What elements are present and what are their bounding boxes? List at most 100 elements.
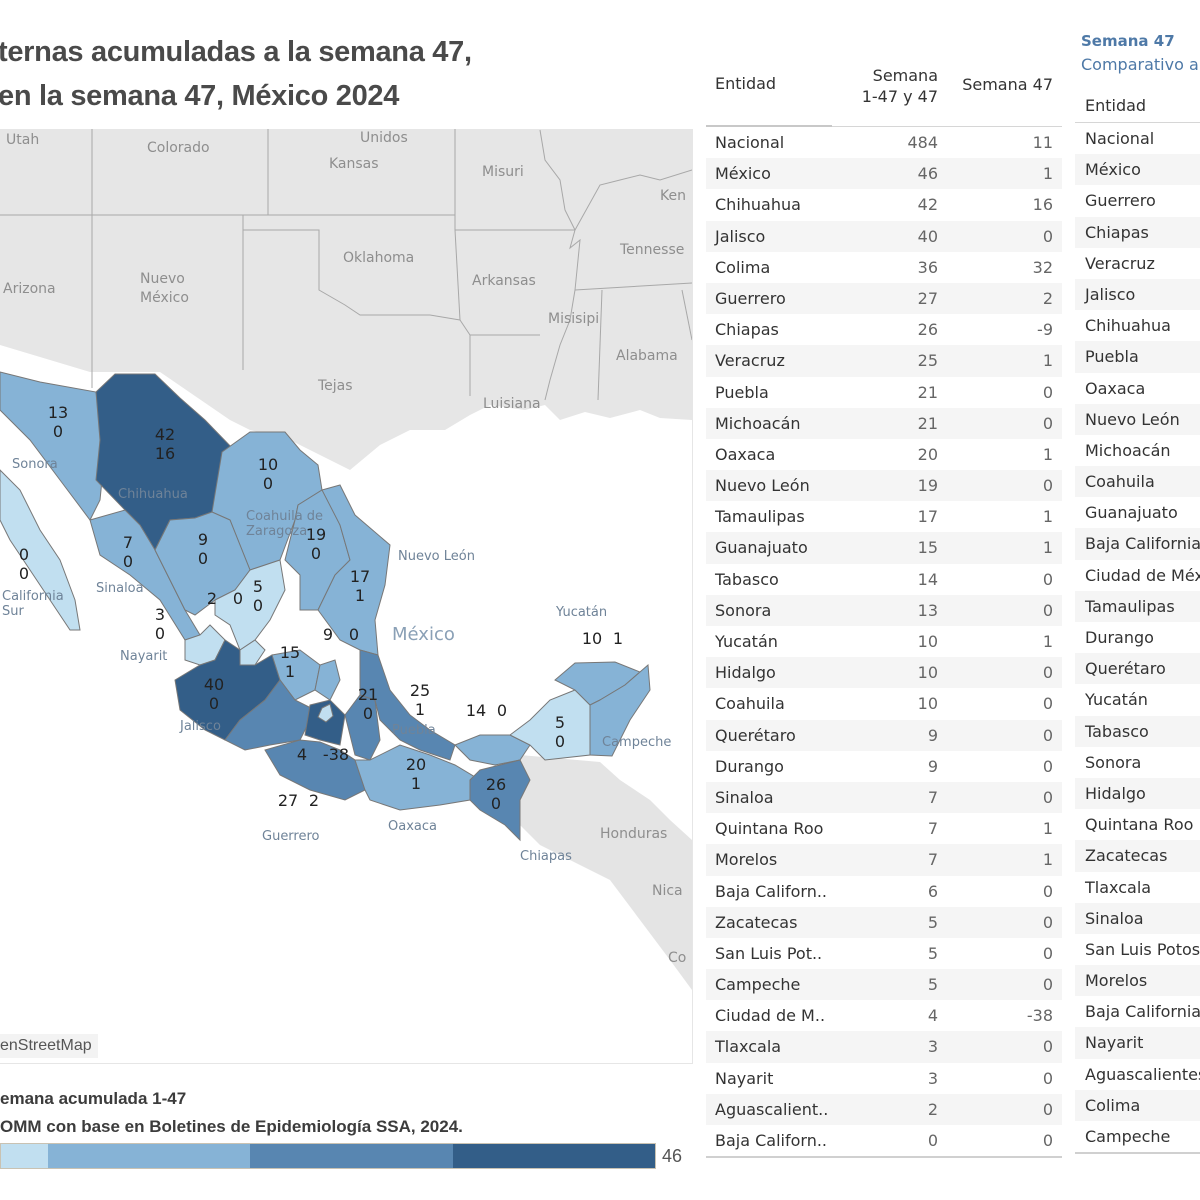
state-cdmx[interactable] (317, 703, 334, 723)
table-row[interactable]: Baja Californ.. 6 0 (706, 876, 1062, 907)
table-row[interactable]: Chiapas 26 -9 (706, 314, 1062, 345)
state-quer-taro[interactable] (314, 659, 341, 701)
state-michoac-n[interactable] (224, 679, 316, 751)
comparative-row[interactable]: San Luis Potosí (1075, 934, 1200, 965)
state-value-acum: 20 (406, 755, 426, 774)
comparative-row[interactable]: Aguascalientes (1075, 1059, 1200, 1090)
comparative-row[interactable]: Tamaulipas (1075, 590, 1200, 622)
header-semana-47[interactable]: Semana 47 (962, 75, 1053, 94)
header-acumulada[interactable]: Semana 1-47 y 47 (862, 65, 938, 107)
state-sinaloa[interactable] (89, 509, 201, 641)
comparative-row[interactable]: Durango (1075, 622, 1200, 653)
cell-acumulada: 5 (927, 912, 938, 932)
comparative-row[interactable]: Baja California (1075, 996, 1200, 1027)
map-canvas[interactable]: Utah Colorado Kansas Misuri Ken Oklahoma… (0, 129, 692, 1063)
comparative-row[interactable]: Tabasco (1075, 715, 1200, 747)
table-row[interactable]: Oaxaca 20 1 (706, 439, 1062, 470)
comparative-row[interactable]: Sinaloa (1075, 902, 1200, 934)
map-attribution[interactable]: enStreetMap (0, 1034, 98, 1058)
label-kentucky: Ken (660, 188, 686, 204)
comparative-row[interactable]: Nuevo León (1075, 403, 1200, 435)
comparative-row[interactable]: Hidalgo (1075, 777, 1200, 810)
comparative-row[interactable]: Oaxaca (1075, 373, 1200, 404)
table-row[interactable]: Ciudad de M.. 4 -38 (706, 1000, 1062, 1031)
table-row[interactable]: Tamaulipas 17 1 (706, 501, 1062, 532)
state-name-label: Guerrero (262, 829, 320, 844)
table-row[interactable]: Aguascalient.. 2 0 (706, 1093, 1062, 1125)
comparative-row[interactable]: Baja California (1075, 528, 1200, 560)
table-row[interactable]: Jalisco 40 0 (706, 220, 1062, 252)
us-labels: Utah Colorado Kansas Misuri Ken Oklahoma… (3, 130, 686, 966)
comparative-row[interactable]: Chihuahua (1075, 310, 1200, 341)
state-m-xico[interactable] (304, 699, 346, 746)
comparative-row[interactable]: Campeche (1075, 1121, 1200, 1152)
state-veracruz[interactable] (359, 649, 456, 761)
table-row[interactable]: Veracruz 25 1 (706, 345, 1062, 377)
table-row[interactable]: Nuevo León 19 0 (706, 470, 1062, 502)
table-row[interactable]: Guerrero 27 2 (706, 282, 1062, 315)
state-zacatecas[interactable] (214, 559, 286, 651)
table-row[interactable]: Chihuahua 42 16 (706, 189, 1062, 220)
table-row[interactable]: Nayarit 3 0 (706, 1063, 1062, 1094)
comparative-row[interactable]: Nayarit (1075, 1027, 1200, 1059)
table-row[interactable]: Tlaxcala 3 0 (706, 1031, 1062, 1063)
table-row[interactable]: Campeche 5 0 (706, 969, 1062, 1001)
comparative-row[interactable]: Michoacán (1075, 435, 1200, 466)
table-row[interactable]: Yucatán 10 1 (706, 626, 1062, 657)
table-row[interactable]: Nacional 484 11 (706, 127, 1062, 158)
comparative-header: Entidad (1075, 78, 1200, 123)
comparative-row[interactable]: Zacatecas (1075, 840, 1200, 872)
table-row[interactable]: Morelos 7 1 (706, 844, 1062, 876)
comparative-row[interactable]: Quintana Roo (1075, 809, 1200, 840)
state-baja-california-sur[interactable] (0, 469, 81, 631)
comparative-row[interactable]: Coahuila (1075, 466, 1200, 498)
header-underline (706, 125, 832, 127)
table-row[interactable]: Sonora 13 0 (706, 594, 1062, 626)
comparative-row[interactable]: Puebla (1075, 341, 1200, 373)
header-entidad[interactable]: Entidad (715, 74, 777, 93)
comparative-row[interactable]: Nacional (1075, 123, 1200, 154)
cell-semana-47: 0 (1042, 1037, 1053, 1057)
table-row[interactable]: Colima 36 32 (706, 252, 1062, 283)
table-row[interactable]: Guanajuato 15 1 (706, 532, 1062, 564)
label-oklahoma: Oklahoma (343, 250, 414, 266)
comparative-row[interactable]: Colima (1075, 1089, 1200, 1121)
state-chiapas[interactable] (469, 759, 531, 842)
table-row[interactable]: Tabasco 14 0 (706, 564, 1062, 595)
comparative-row[interactable]: Querétaro (1075, 653, 1200, 685)
table-row[interactable]: Durango 9 0 (706, 751, 1062, 782)
comparative-row[interactable]: Sonora (1075, 747, 1200, 778)
comparative-row[interactable]: Ciudad de México (1075, 560, 1200, 591)
comparative-row[interactable]: Veracruz (1075, 248, 1200, 279)
choropleth-map[interactable]: Utah Colorado Kansas Misuri Ken Oklahoma… (0, 129, 693, 1064)
state-sonora[interactable] (0, 371, 107, 521)
state-value-w47: 0 (53, 422, 63, 441)
table-row[interactable]: Michoacán 21 0 (706, 407, 1062, 439)
table-row[interactable]: Baja Californ.. 0 0 (706, 1125, 1062, 1156)
cell-acumulada: 27 (917, 288, 938, 308)
comparative-row[interactable]: Tlaxcala (1075, 872, 1200, 903)
state-quintana-roo[interactable] (589, 663, 651, 757)
comparative-row[interactable]: Guerrero (1075, 185, 1200, 216)
comparative-row[interactable]: Morelos (1075, 965, 1200, 997)
state-tabasco[interactable] (454, 734, 531, 766)
cell-acumulada: 26 (917, 320, 938, 340)
table-row[interactable]: Hidalgo 10 0 (706, 657, 1062, 689)
comparative-header-entidad[interactable]: Entidad (1085, 96, 1147, 115)
table-row[interactable]: Puebla 21 0 (706, 377, 1062, 408)
table-row[interactable]: Querétaro 9 0 (706, 719, 1062, 751)
state-value-w47: 0 (155, 624, 165, 643)
comparative-row[interactable]: Guanajuato (1075, 497, 1200, 528)
cell-acumulada: 46 (917, 164, 938, 184)
comparative-row[interactable]: Jalisco (1075, 278, 1200, 311)
comparative-row[interactable]: Yucatán (1075, 684, 1200, 715)
table-row[interactable]: Sinaloa 7 0 (706, 781, 1062, 814)
table-row[interactable]: Zacatecas 5 0 (706, 906, 1062, 938)
table-row[interactable]: San Luis Pot.. 5 0 (706, 938, 1062, 969)
cell-semana-47: 0 (1042, 725, 1053, 745)
comparative-row[interactable]: Chiapas (1075, 216, 1200, 248)
table-row[interactable]: Coahuila 10 0 (706, 688, 1062, 719)
table-row[interactable]: México 46 1 (706, 158, 1062, 190)
table-row[interactable]: Quintana Roo 7 1 (706, 813, 1062, 844)
comparative-row[interactable]: México (1075, 154, 1200, 186)
